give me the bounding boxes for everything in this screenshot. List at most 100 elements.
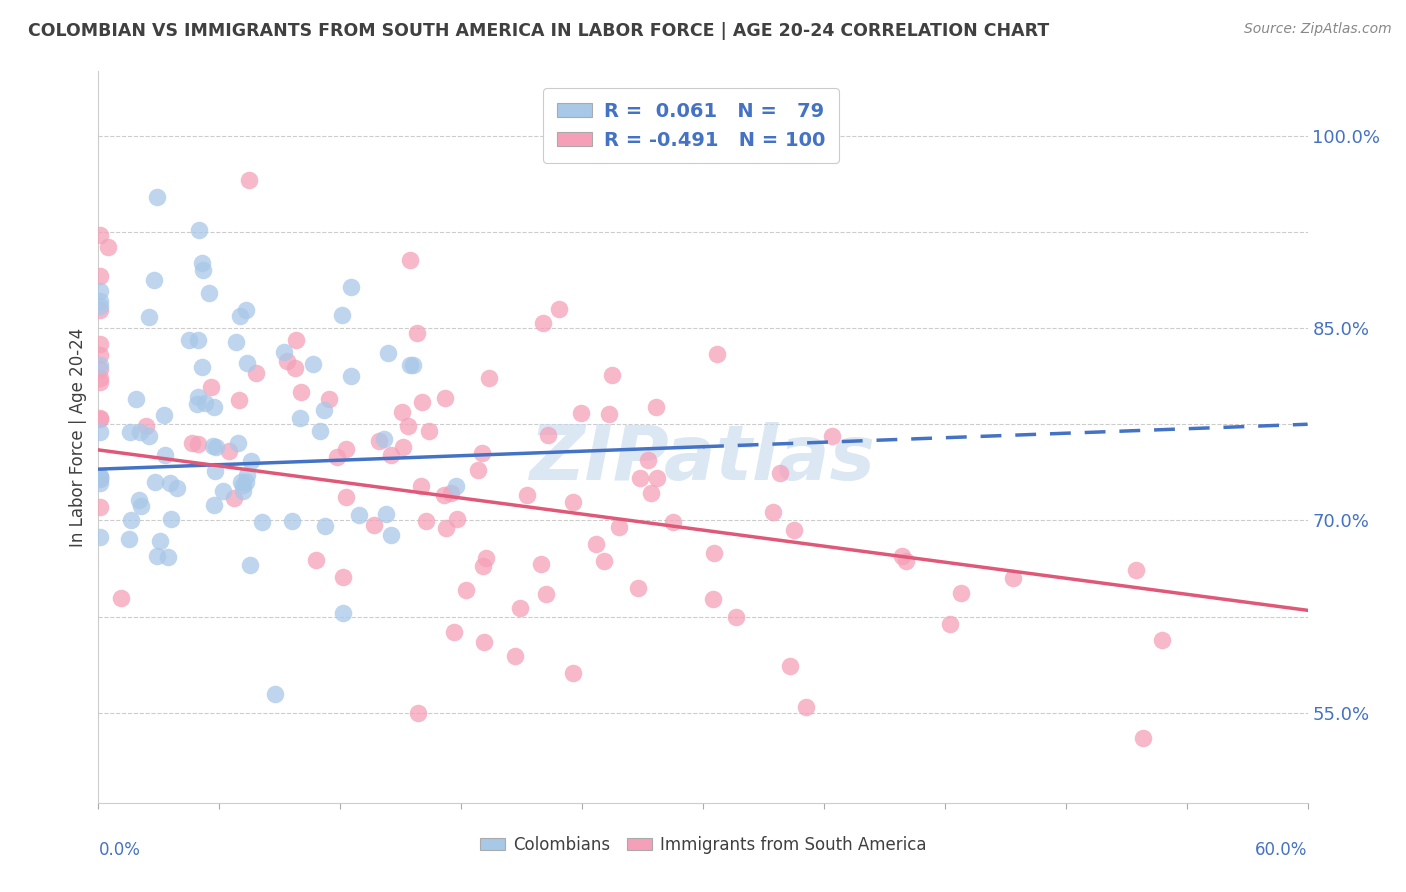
Point: [145, 190, 167, 204]
Point: [131, 500, 153, 514]
Point: [627, 581, 650, 595]
Point: [725, 610, 748, 624]
Point: [89, 371, 111, 385]
Point: [640, 486, 662, 500]
Point: [153, 409, 176, 423]
Point: [434, 521, 457, 535]
Point: [89, 284, 111, 298]
Point: [97, 240, 120, 254]
Point: [472, 635, 495, 649]
Point: [204, 440, 226, 454]
Point: [89, 299, 111, 313]
Point: [949, 585, 972, 599]
Point: [399, 253, 422, 268]
Point: [204, 498, 226, 512]
Y-axis label: In Labor Force | Age 20-24: In Labor Force | Age 20-24: [69, 327, 87, 547]
Point: [187, 437, 209, 451]
Point: [187, 334, 209, 348]
Point: [128, 492, 150, 507]
Point: [326, 450, 349, 465]
Point: [218, 443, 240, 458]
Point: [537, 428, 560, 442]
Point: [891, 549, 914, 563]
Point: [548, 302, 571, 317]
Point: [235, 356, 257, 370]
Point: [187, 223, 209, 237]
Point: [285, 333, 308, 347]
Point: [181, 435, 204, 450]
Point: [702, 592, 724, 607]
Text: Source: ZipAtlas.com: Source: ZipAtlas.com: [1244, 22, 1392, 37]
Point: [471, 446, 494, 460]
Point: [191, 359, 214, 374]
Point: [89, 337, 111, 351]
Point: [440, 486, 463, 500]
Point: [238, 172, 260, 186]
Point: [894, 554, 917, 568]
Point: [645, 401, 668, 415]
Point: [197, 286, 219, 301]
Point: [1125, 563, 1147, 577]
Point: [110, 591, 132, 606]
Point: [228, 392, 250, 407]
Point: [703, 546, 725, 560]
Point: [335, 442, 357, 457]
Point: [290, 384, 312, 399]
Point: [375, 507, 398, 521]
Point: [89, 361, 111, 376]
Legend: Colombians, Immigrants from South America: Colombians, Immigrants from South Americ…: [472, 829, 934, 860]
Point: [821, 429, 844, 443]
Point: [562, 665, 585, 680]
Point: [194, 396, 217, 410]
Point: [89, 468, 111, 483]
Point: [769, 467, 792, 481]
Point: [200, 380, 222, 394]
Point: [212, 483, 235, 498]
Point: [226, 435, 249, 450]
Point: [225, 334, 247, 349]
Point: [446, 512, 468, 526]
Point: [149, 534, 172, 549]
Point: [276, 354, 298, 368]
Point: [391, 440, 413, 454]
Point: [598, 407, 620, 421]
Point: [391, 405, 413, 419]
Point: [783, 523, 806, 537]
Point: [533, 316, 555, 330]
Point: [446, 479, 468, 493]
Point: [89, 358, 111, 372]
Point: [159, 512, 181, 526]
Point: [467, 462, 489, 476]
Point: [314, 518, 336, 533]
Point: [156, 550, 179, 565]
Point: [454, 582, 477, 597]
Point: [662, 515, 685, 529]
Point: [305, 552, 328, 566]
Point: [232, 478, 254, 492]
Point: [409, 479, 432, 493]
Point: [159, 475, 181, 490]
Point: [273, 345, 295, 359]
Point: [373, 432, 395, 446]
Point: [89, 348, 111, 362]
Point: [402, 358, 425, 372]
Point: [186, 397, 208, 411]
Point: [363, 518, 385, 533]
Text: 60.0%: 60.0%: [1256, 841, 1308, 859]
Point: [89, 471, 111, 485]
Point: [332, 606, 354, 620]
Point: [89, 269, 111, 284]
Point: [637, 453, 659, 467]
Point: [628, 471, 651, 485]
Point: [245, 366, 267, 380]
Point: [415, 514, 437, 528]
Point: [89, 476, 111, 491]
Point: [201, 440, 224, 454]
Point: [396, 419, 419, 434]
Point: [569, 405, 592, 419]
Point: [602, 368, 624, 382]
Point: [301, 357, 323, 371]
Point: [120, 513, 142, 527]
Point: [229, 475, 252, 490]
Point: [380, 528, 402, 542]
